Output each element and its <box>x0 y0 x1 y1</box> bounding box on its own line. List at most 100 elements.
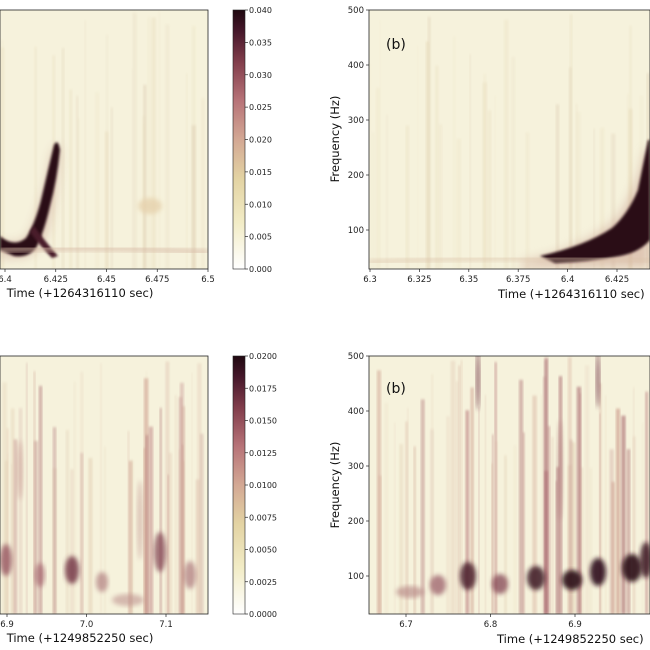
br-stripe-40 <box>576 386 582 614</box>
y-ticks-top-right: 500 400 300 200 100 <box>348 6 369 236</box>
tl-xtick-label-0: 6.4 <box>0 275 12 285</box>
tl-stripe-16 <box>165 24 170 269</box>
bl-stripe-42 <box>181 406 186 614</box>
bl-blob-3 <box>96 572 108 592</box>
tl-stripe-8 <box>151 17 156 269</box>
spectrogram-bottom-left <box>0 361 204 614</box>
tr-stripe-2 <box>405 125 410 269</box>
br-blob-4 <box>527 566 545 590</box>
tl-stripe-23 <box>186 73 188 269</box>
tl-stripe-25 <box>201 98 205 269</box>
tr-xtick-label-5: 6.425 <box>605 275 629 285</box>
panel-bottom-left: 6.9 7.0 7.1 Time (+1249852250 sec) 0.02000… <box>0 352 277 645</box>
br-blob-7 <box>622 554 642 582</box>
bl-cbtick-label-1: 0.0175 <box>249 384 277 393</box>
tr-stripe-32 <box>593 128 595 269</box>
br-stripe-7 <box>513 445 517 614</box>
br-stripe-56 <box>633 387 635 614</box>
tl-stripe-18 <box>131 69 133 269</box>
bl-stripe-41 <box>33 371 36 614</box>
noise-stripes-top-left <box>0 11 205 269</box>
colorbar-bottom-left: 0.0200 0.0175 0.0150 0.0125 0.0100 0.0075 0.00… <box>232 352 277 619</box>
br-stripe-54 <box>544 360 548 614</box>
tr-stripe-16 <box>379 20 381 269</box>
tl-cbtick-label-1: 0.035 <box>249 38 272 47</box>
bl-cbtick-label-7: 0.0025 <box>249 578 277 587</box>
spectrogram-top-left <box>0 11 208 269</box>
tl-cbtick-label-0: 0.040 <box>249 6 272 15</box>
low-band-top-right <box>369 255 650 265</box>
bl-stripe-24 <box>73 381 76 614</box>
panel-top-left: 6.4 6.425 6.45 6.475 6.5 Time (+1264316110 s… <box>0 6 272 300</box>
tl-stripe-1 <box>110 107 113 269</box>
noise-stripes-bottom-right <box>377 357 648 614</box>
glitch-blobs-bottom-left <box>0 440 196 606</box>
tr-stripe-14 <box>600 127 605 269</box>
bl-blob-7 <box>17 440 23 500</box>
tl-cbtick-label-2: 0.030 <box>249 71 272 80</box>
br-stripe-32 <box>491 463 493 614</box>
br-stripe-42 <box>504 455 507 614</box>
tl-stripe-10 <box>76 96 79 269</box>
tr-stripe-4 <box>438 124 443 269</box>
tl-stripe-21 <box>0 40 4 269</box>
bl-stripe-27 <box>2 382 7 614</box>
br-stripe-48 <box>478 407 480 614</box>
bl-stripe-43 <box>26 362 28 614</box>
x-ticks-bottom-left: 6.9 7.0 7.1 <box>0 614 173 630</box>
tr-ytick-label-4: 100 <box>348 226 364 236</box>
bl-stripe-39 <box>53 427 57 614</box>
br-stripe-57 <box>460 360 463 614</box>
tl-cbtick-label-7: 0.005 <box>249 233 272 242</box>
colorbar-top-left: 0.040 0.035 0.030 0.025 0.020 0.015 0.010 0.005… <box>232 6 272 274</box>
spectrogram-top-right <box>369 14 650 269</box>
tl-stripe-6 <box>77 118 80 269</box>
br-xtick-label-2: 6.9 <box>568 620 582 630</box>
blob-top-left <box>138 198 162 214</box>
tl-stripe-7 <box>61 48 65 269</box>
br-stripe-58 <box>641 422 644 614</box>
x-ticks-top-right: 6.3 6.325 6.35 6.375 6.4 6.425 <box>363 269 629 285</box>
tr-stripe-13 <box>435 65 439 269</box>
bl-stripe-38 <box>103 446 106 614</box>
y-ticks-bottom-right: 500 400 300 200 100 <box>348 352 369 582</box>
plot-area-bottom-right <box>369 356 650 614</box>
br-stripe-16 <box>621 415 626 614</box>
tl-stripe-17 <box>84 20 87 269</box>
br-stripe-22 <box>645 391 648 614</box>
bl-stripe-3 <box>191 373 193 614</box>
bl-stripe-6 <box>168 452 172 614</box>
tr-stripe-7 <box>456 138 461 269</box>
tl-cbtick-label-5: 0.015 <box>249 168 272 177</box>
tl-stripe-3 <box>147 17 151 269</box>
tr-stripe-10 <box>494 95 497 269</box>
x-ticks-top-left: 6.4 6.425 6.45 6.475 6.5 <box>0 269 215 285</box>
tl-cbtick-label-3: 0.025 <box>249 103 272 112</box>
tr-stripe-33 <box>568 67 572 269</box>
br-stripe-1 <box>589 467 593 614</box>
bl-blob-6 <box>184 561 196 589</box>
tr-stripe-18 <box>425 41 430 269</box>
x-axis-label-bottom-left: Time (+1249852250 sec) <box>6 631 154 645</box>
bl-blob-4 <box>112 594 144 606</box>
br-stripe-52 <box>413 446 416 614</box>
bl-stripe-10 <box>129 460 133 614</box>
colorbar-gradient-bottom-left <box>232 355 246 615</box>
y-axis-label-top-right: Frequency (Hz) <box>328 96 342 183</box>
br-stripe-29 <box>420 399 425 614</box>
tr-xtick-label-1: 6.325 <box>407 275 431 285</box>
bl-cbtick-label-8: 0.0000 <box>249 610 277 619</box>
bl-cbtick-label-3: 0.0125 <box>249 449 277 458</box>
br-stripe-49 <box>599 413 601 614</box>
br-stripe-59 <box>626 449 631 614</box>
br-stripe-17 <box>551 437 554 614</box>
br-stripe-43 <box>540 394 542 614</box>
tl-xtick-label-1: 6.425 <box>44 275 68 285</box>
br-stripe-41 <box>569 439 573 614</box>
br-stripe-38 <box>522 432 525 614</box>
noise-stripes-bottom-left <box>2 361 204 614</box>
bl-blob-8 <box>137 480 143 560</box>
bl-cbtick-label-2: 0.0150 <box>249 417 277 426</box>
tr-ytick-label-1: 400 <box>348 61 364 71</box>
tl-stripe-12 <box>69 89 73 269</box>
